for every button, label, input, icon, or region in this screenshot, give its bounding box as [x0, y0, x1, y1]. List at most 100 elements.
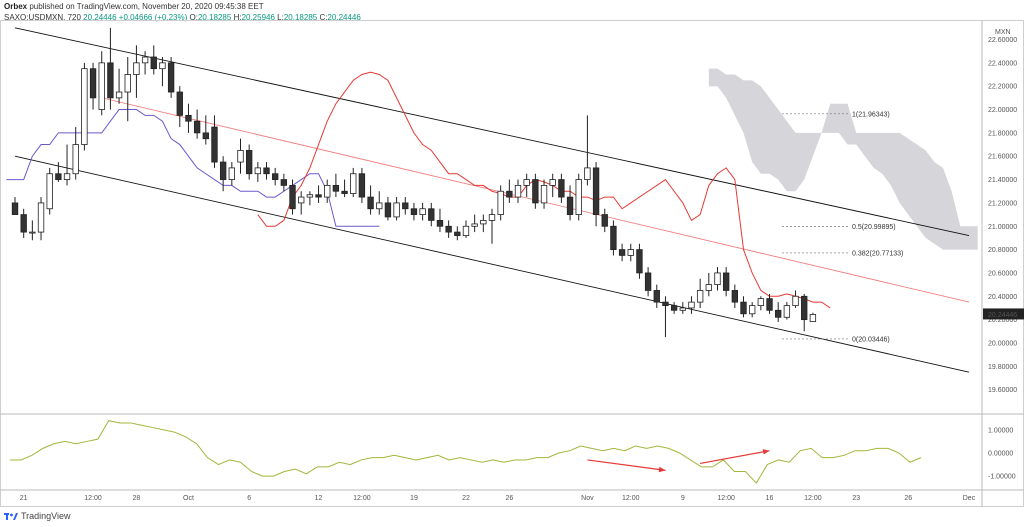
- close-label: C:: [319, 13, 328, 22]
- candle-down: [601, 214, 608, 227]
- published-text: published on TradingView.com, November 2…: [29, 2, 264, 11]
- candle-down: [272, 173, 279, 180]
- candle-up: [757, 298, 765, 307]
- last-price-tag: [983, 308, 1024, 320]
- price-change: +0.04666 (+0.23%): [118, 13, 188, 22]
- candle-down: [167, 62, 175, 93]
- publish-line: Orbex published on TradingView.com, Nove…: [4, 1, 361, 12]
- candle-up: [124, 74, 131, 93]
- candle-down: [332, 185, 340, 192]
- time-axis[interactable]: 21 12:00 28 Oct 6 12 12:00 19 22 26 Nov 12:00 9 12:00…: [20, 495, 976, 502]
- candle-down: [731, 290, 739, 303]
- footer-brand[interactable]: TradingView: [4, 511, 71, 521]
- candle-down: [402, 202, 409, 210]
- candle-up: [228, 167, 235, 180]
- candle-up: [306, 194, 314, 198]
- open-label: O:: [189, 13, 198, 22]
- osc-tick-label: -1.00000: [988, 474, 1016, 481]
- divergence-arrow: [587, 459, 666, 471]
- candle-up: [688, 301, 695, 309]
- candle-up: [237, 149, 244, 163]
- price-tick-label: 20.60000: [988, 270, 1017, 277]
- candle-up: [72, 144, 79, 175]
- candle-down: [193, 120, 201, 134]
- fib-level-label: 1(21.96343): [852, 111, 890, 118]
- high-label: H:: [233, 13, 242, 22]
- price-tick-label: 21.40000: [988, 177, 1017, 184]
- candle-down: [358, 173, 366, 198]
- candle-up: [376, 202, 383, 210]
- price-tick-label: 20.40000: [988, 294, 1017, 301]
- publisher-name: Orbex: [4, 2, 28, 11]
- candle-up: [254, 167, 262, 175]
- last-price: 20.24446: [83, 13, 117, 22]
- candle-down: [644, 272, 652, 291]
- divergence-arrowhead: [658, 466, 666, 473]
- candle-down: [211, 126, 218, 163]
- candle-up: [141, 56, 149, 64]
- chart-grid: [0, 20, 1024, 507]
- ichimoku-cloud: [708, 68, 978, 250]
- open-value: 20.18285: [197, 13, 232, 22]
- fib-level-label: 0.382(20.77133): [852, 250, 903, 257]
- time-tick-label: 12:00: [717, 495, 735, 502]
- time-tick-label: 12:00: [353, 495, 371, 502]
- candle-up: [63, 173, 71, 180]
- candle-down: [245, 149, 253, 175]
- price-tick-label: 19.60000: [988, 387, 1017, 394]
- candle-up: [549, 179, 556, 186]
- price-tick-label: 21.80000: [988, 130, 1017, 137]
- candle-down: [150, 56, 157, 70]
- candle-up: [298, 196, 305, 204]
- candle-up: [480, 220, 487, 225]
- candle-up: [133, 62, 140, 75]
- price-chart[interactable]: 1(21.96343) 0.5(20.99895) 0.382(20.77133) 0…: [0, 0, 1024, 507]
- candle-down: [454, 231, 461, 236]
- candle-down: [185, 114, 192, 122]
- symbol-label: SAXO:USDMXN, 720: [4, 13, 81, 22]
- time-tick-label: 26: [904, 495, 912, 502]
- divergence-arrow: [700, 450, 770, 464]
- candle-down: [289, 185, 296, 210]
- candle-up: [714, 272, 721, 286]
- candle-down: [775, 309, 782, 318]
- price-tick-label: 21.20000: [988, 200, 1017, 207]
- candle-up: [696, 290, 704, 303]
- candle-up: [627, 249, 634, 256]
- candle-up: [540, 185, 548, 204]
- candle-down: [558, 179, 565, 198]
- candle-up: [471, 223, 478, 227]
- fibonacci-levels: 1(21.96343) 0.5(20.99895) 0.382(20.77133) 0…: [782, 111, 903, 343]
- candle-up: [159, 62, 166, 70]
- chart-frame: [0, 20, 1024, 507]
- price-tick-label: 21.60000: [988, 154, 1017, 161]
- time-tick-label: 12:00: [84, 495, 102, 502]
- candle-down: [801, 295, 808, 321]
- currency-badge: MXN: [995, 29, 1011, 36]
- candle-up: [514, 185, 522, 198]
- candle-up: [523, 179, 530, 186]
- price-tick-label: 20.00000: [988, 340, 1017, 347]
- last-price-tag-label: 20.24446: [988, 312, 1017, 319]
- candle-down: [532, 179, 539, 204]
- ohlc-line: SAXO:USDMXN, 720 20.24446 +0.04666 (+0.2…: [4, 12, 361, 23]
- time-tick-label: 12:00: [804, 495, 822, 502]
- divergence-arrowhead: [762, 449, 770, 455]
- candle-down: [219, 161, 227, 180]
- candle-down: [315, 194, 322, 198]
- candle-up: [115, 91, 123, 99]
- time-tick-label: 12: [315, 495, 323, 502]
- time-tick-label: 22: [462, 495, 470, 502]
- price-tick-label: 22.40000: [988, 60, 1017, 67]
- candle-down: [610, 225, 617, 250]
- price-axis[interactable]: 22.60000 22.40000 22.20000 22.00000 21.80000…: [983, 29, 1024, 394]
- candle-up: [393, 202, 400, 218]
- price-tick-label: 22.60000: [988, 37, 1017, 44]
- candle-down: [740, 301, 747, 315]
- candle-down: [410, 208, 418, 215]
- oscillator-pane: 1.00000 0.00000 -1.00000: [10, 420, 1016, 484]
- time-tick-label: Dec: [963, 495, 976, 502]
- candle-down: [367, 196, 374, 210]
- candle-up: [575, 179, 582, 215]
- fib-level-label: 0.5(20.99895): [852, 224, 896, 231]
